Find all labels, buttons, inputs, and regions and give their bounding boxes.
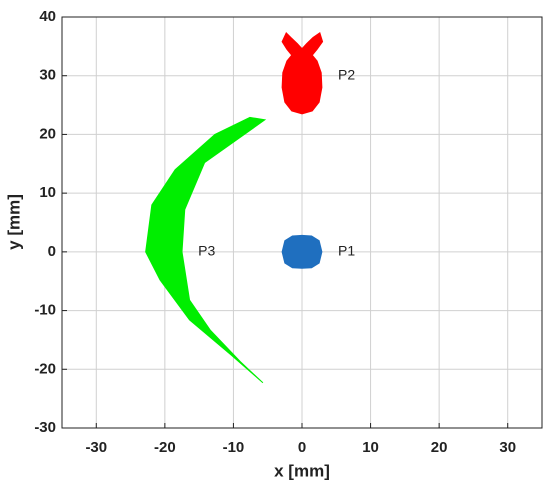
region: [281, 234, 323, 269]
y-tick-label: 40: [39, 8, 56, 25]
x-tick-label: 30: [499, 439, 516, 456]
y-tick-label: 30: [39, 67, 56, 84]
annotation: P1: [338, 243, 355, 259]
y-tick-label: -10: [34, 302, 56, 319]
x-tick-label: -30: [85, 439, 107, 456]
x-tick-label: 10: [362, 439, 379, 456]
x-tick-label: 20: [431, 439, 448, 456]
x-axis-label: x [mm]: [274, 461, 330, 480]
annotation: P2: [338, 66, 355, 82]
y-tick-label: -20: [34, 360, 56, 377]
y-tick-label: 20: [39, 125, 56, 142]
annotation: P3: [198, 243, 215, 259]
x-tick-label: 0: [298, 439, 306, 456]
region: [145, 116, 267, 384]
y-axis-label: y [mm]: [4, 194, 23, 250]
plot-frame: [61, 16, 543, 429]
region: [281, 32, 324, 115]
y-tick-label: -30: [34, 419, 56, 436]
y-tick-label: 0: [48, 243, 56, 260]
x-tick-label: -20: [154, 439, 176, 456]
x-tick-label: -10: [223, 439, 245, 456]
y-tick-label: 10: [39, 184, 56, 201]
